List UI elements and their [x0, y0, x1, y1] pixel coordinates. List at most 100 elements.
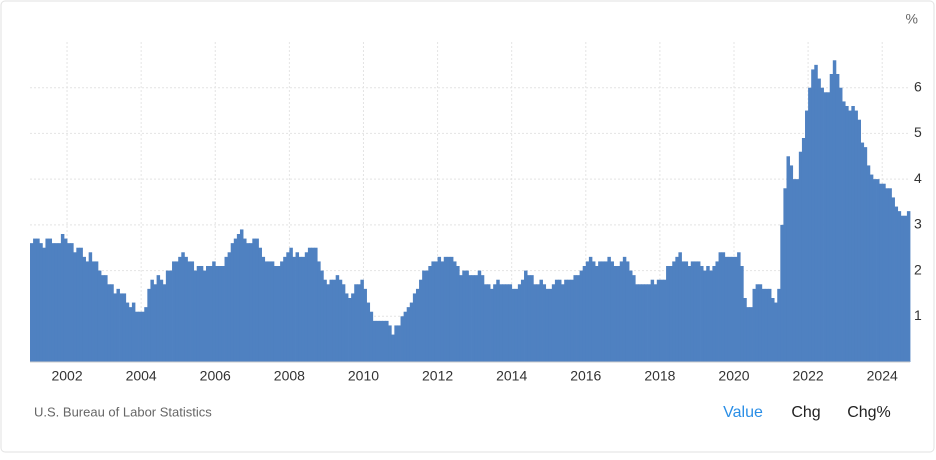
bar — [82, 256, 86, 362]
bar — [366, 302, 371, 362]
source: U.S. Bureau of Labor Statistics — [34, 404, 212, 419]
bar — [209, 266, 213, 362]
bar — [755, 284, 760, 362]
bar — [243, 238, 247, 362]
bar — [653, 284, 658, 362]
bar — [795, 179, 800, 362]
bar — [823, 92, 828, 363]
bar — [57, 243, 62, 362]
bar — [113, 293, 117, 362]
tab[interactable]: Chg — [791, 404, 820, 421]
bar — [283, 256, 287, 362]
bar — [307, 247, 312, 362]
bar — [295, 252, 300, 362]
bar — [363, 288, 367, 362]
bar — [156, 275, 161, 362]
bar — [462, 270, 466, 362]
bar — [261, 256, 266, 362]
bar — [159, 279, 164, 362]
bar — [835, 74, 840, 362]
bar — [857, 119, 861, 362]
bar — [422, 270, 426, 362]
bar — [391, 334, 395, 362]
bar — [527, 275, 531, 362]
tab[interactable]: Value — [723, 404, 763, 421]
bar — [187, 261, 191, 362]
bar — [644, 284, 648, 362]
bar — [277, 266, 281, 362]
bar — [144, 307, 148, 362]
bar — [76, 247, 80, 362]
bar — [591, 261, 596, 362]
bar — [774, 302, 778, 362]
bar — [530, 275, 534, 362]
y-tick-label: 5 — [914, 124, 922, 140]
bar — [471, 275, 476, 362]
bar — [230, 243, 235, 362]
bar — [647, 284, 652, 362]
tab[interactable]: Chg% — [847, 404, 891, 421]
bar — [385, 320, 389, 362]
bar — [314, 247, 318, 362]
bar — [101, 275, 105, 362]
bar — [632, 275, 636, 362]
bar — [709, 270, 713, 362]
bar — [690, 261, 695, 362]
bar — [403, 311, 408, 362]
bar — [882, 183, 886, 362]
bar — [239, 229, 244, 362]
plot: 1 2 3 4 5 6 2002 2004 2006 2008 2010 2012 2014 2016 20… — [30, 42, 922, 384]
bar — [554, 279, 559, 362]
bar — [678, 252, 682, 362]
bar — [258, 247, 262, 362]
bar — [255, 238, 259, 362]
bar — [39, 243, 43, 362]
bar — [360, 279, 364, 362]
bar — [524, 270, 528, 362]
bar — [79, 247, 83, 362]
bar — [845, 106, 849, 362]
y-tick-label: 6 — [914, 78, 922, 94]
bar — [249, 243, 253, 362]
bar — [876, 179, 880, 362]
bar — [332, 279, 337, 362]
bar — [125, 302, 130, 362]
bar — [749, 307, 753, 362]
bar — [848, 110, 852, 362]
bar — [758, 284, 763, 362]
bar — [792, 179, 797, 362]
bar — [233, 238, 238, 362]
x-tick-label: 2022 — [793, 368, 824, 384]
bar — [252, 238, 256, 362]
bar — [696, 261, 701, 362]
bar — [153, 284, 157, 362]
bar — [903, 215, 908, 362]
bar — [842, 101, 846, 362]
bar — [520, 279, 525, 362]
bar — [906, 211, 911, 362]
bar — [502, 284, 506, 362]
bar — [134, 311, 139, 362]
bar — [162, 284, 167, 362]
bar — [51, 243, 56, 362]
bar — [659, 279, 664, 362]
y-tick-label: 4 — [914, 170, 922, 186]
bar — [30, 243, 34, 362]
bar — [798, 151, 803, 362]
bar — [897, 211, 902, 362]
bar — [63, 238, 68, 362]
bar — [196, 266, 201, 362]
bar — [335, 275, 340, 362]
bar — [128, 307, 133, 362]
bar — [317, 261, 321, 362]
bar — [767, 288, 772, 362]
bar — [48, 238, 53, 362]
bar — [814, 64, 818, 362]
bar — [866, 165, 871, 362]
bar — [727, 256, 732, 362]
bar — [900, 215, 905, 362]
bar — [662, 279, 667, 362]
bar — [511, 288, 516, 362]
bar — [304, 252, 309, 362]
bar — [496, 279, 500, 362]
